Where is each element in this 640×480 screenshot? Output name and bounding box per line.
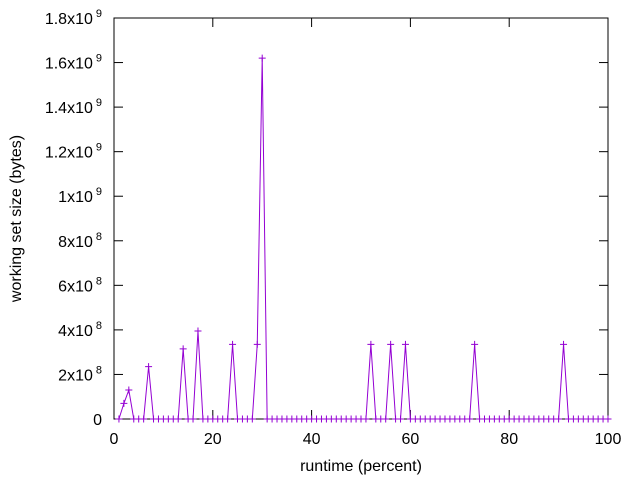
- data-point: [248, 415, 256, 423]
- data-point: [258, 54, 266, 62]
- series-markers: [115, 54, 612, 423]
- y-tick-label: 0: [93, 412, 102, 429]
- data-point: [471, 340, 479, 348]
- data-point: [367, 340, 375, 348]
- x-tick-label: 0: [110, 431, 119, 448]
- data-point: [229, 340, 237, 348]
- x-axis-label: runtime (percent): [300, 458, 422, 475]
- data-point: [115, 415, 123, 423]
- data-point: [174, 415, 182, 423]
- axis-ticks: [113, 17, 609, 420]
- data-point: [253, 340, 261, 348]
- data-point: [397, 415, 405, 423]
- data-point: [224, 415, 232, 423]
- data-point: [145, 363, 153, 371]
- x-tick-label: 80: [500, 431, 518, 448]
- series-working-set: [118, 58, 608, 420]
- data-point: [140, 415, 148, 423]
- y-tick-label: 1.8x10 9: [45, 8, 102, 28]
- data-point: [125, 386, 133, 394]
- data-point: [189, 415, 197, 423]
- y-tick-label: 1.4x10 9: [45, 97, 102, 117]
- data-point: [179, 345, 187, 353]
- series-line: [118, 58, 608, 420]
- y-tick-label: 1.6x10 9: [45, 53, 102, 73]
- x-tick-labels: 0 20 40 60 80 100: [110, 431, 622, 448]
- plot-frame: [113, 17, 609, 420]
- data-point: [555, 415, 563, 423]
- data-point: [120, 399, 128, 407]
- y-axis-label: working set size (bytes): [8, 135, 25, 303]
- y-tick-label: 2x10 8: [58, 364, 102, 384]
- y-tick-label: 6x10 8: [58, 275, 102, 295]
- y-tick-label: 4x10 8: [58, 320, 102, 340]
- data-point: [466, 415, 474, 423]
- data-point: [362, 415, 370, 423]
- y-tick-label: 1x10 9: [58, 186, 102, 206]
- x-tick-label: 20: [204, 431, 222, 448]
- x-tick-label: 100: [595, 431, 622, 448]
- data-point: [560, 340, 568, 348]
- y-tick-labels: 0 2x10 8 4x10 8 6x10 8 8x10 8 1x10 9 1.2x10 9 1.4x10 9…: [45, 8, 102, 429]
- data-point: [387, 340, 395, 348]
- data-point: [401, 340, 409, 348]
- data-point: [194, 327, 202, 335]
- y-tick-label: 8x10 8: [58, 231, 102, 251]
- data-point: [382, 415, 390, 423]
- y-tick-label: 1.2x10 9: [45, 142, 102, 162]
- x-tick-label: 40: [303, 431, 321, 448]
- data-point: [604, 415, 612, 423]
- x-tick-label: 60: [402, 431, 420, 448]
